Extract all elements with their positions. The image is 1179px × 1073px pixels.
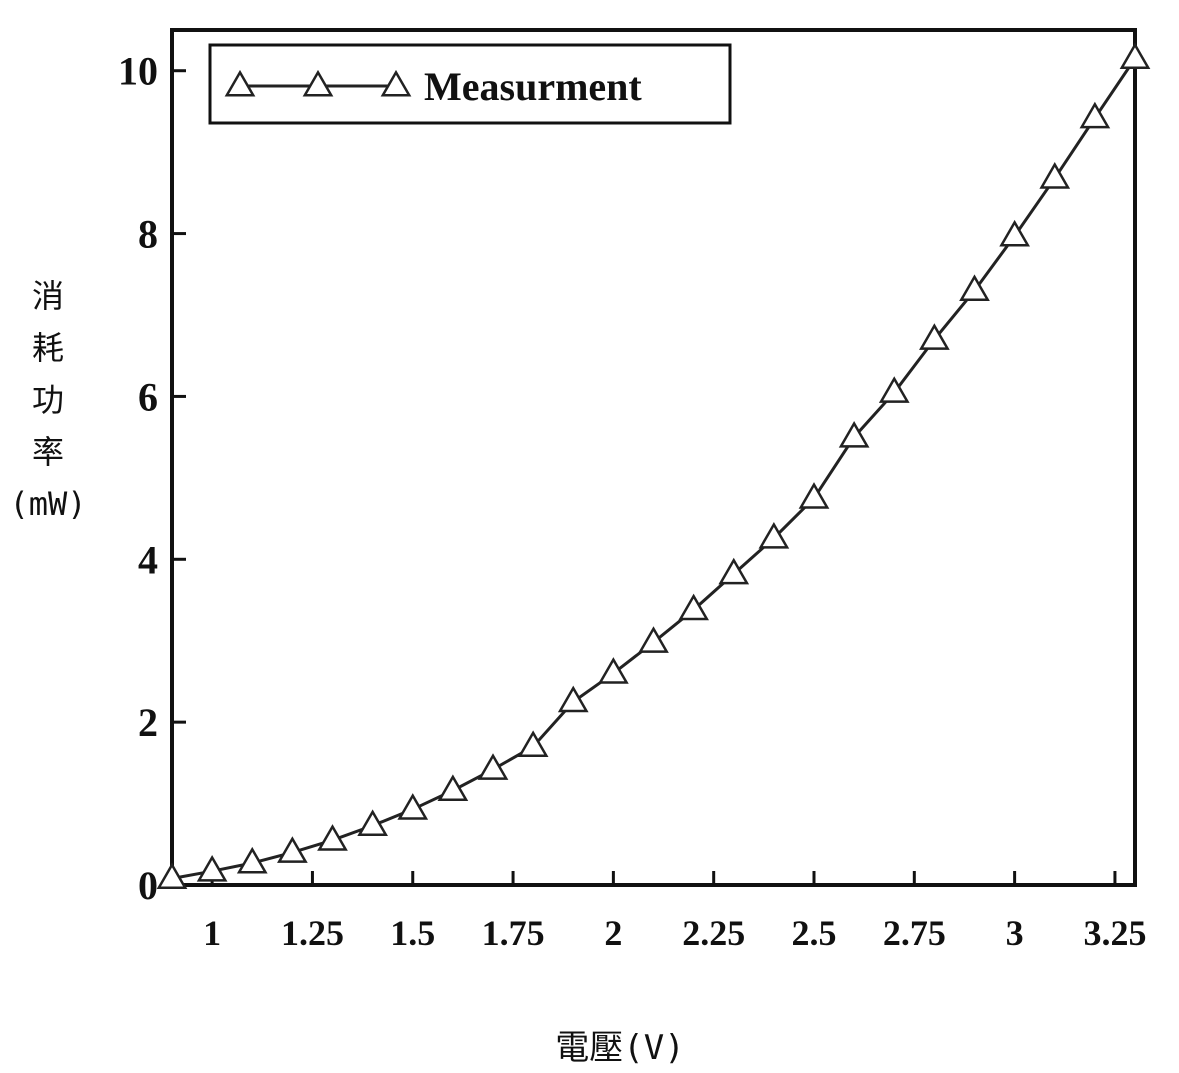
data-point [1079,101,1111,129]
axis-ticks: 0 2 4 6 8 10 1 1.25 1.5 1.75 2 2.25 2.5 2.75 3 3.25 [118,49,1146,953]
data-point [437,774,469,802]
data-point [1039,162,1071,189]
data-point [357,809,388,837]
y-axis-label-part: (mW) [9,485,87,523]
y-axis-label-part: 消 [31,277,64,315]
data-point [397,793,429,820]
x-tick-label: 2.75 [883,913,946,953]
y-tick-label: 2 [138,700,158,745]
y-axis-label-part: 耗 [31,329,64,367]
series-line [171,57,1137,880]
data-point [156,862,188,889]
data-point [196,855,228,882]
legend: Measurment [208,43,732,125]
x-tick-label: 3.25 [1083,913,1146,953]
legend-marker [380,69,412,97]
y-tick-label: 8 [138,212,158,257]
data-point [236,846,268,874]
data-point [277,836,308,863]
data-point [598,657,629,684]
plot-border [170,28,1137,887]
plot-frame [170,28,1137,887]
data-point [798,482,830,509]
data-point [517,730,549,758]
y-tick-label: 10 [118,49,158,94]
legend-marker [302,69,334,97]
data-point [317,824,348,851]
x-tick-label: 2 [604,913,622,953]
data-point [878,376,910,403]
legend-box [208,43,732,125]
data-point [638,626,669,653]
data-point [718,557,750,585]
legend-marker [224,69,256,97]
y-axis-label-part: 率 [31,433,64,471]
data-point [678,593,709,621]
data-point [477,753,509,780]
series-measurment [156,42,1151,889]
y-tick-label: 4 [138,537,158,582]
x-tick-label: 1.25 [281,913,344,953]
x-axis-label: 電壓(V) [555,1028,685,1068]
x-tick-label: 2.25 [682,913,745,953]
data-point [999,219,1030,247]
x-tick-label: 3 [1006,913,1024,953]
y-axis-label-part: 功 [31,381,64,419]
data-point [758,521,790,549]
y-axis-label: 消耗功率 (mW) [4,270,92,530]
x-tick-label: 1.75 [482,913,545,953]
x-tick-label: 2.5 [792,913,837,953]
data-point [838,421,870,448]
y-tick-label: 6 [138,374,158,419]
x-tick-label: 1.5 [390,913,435,953]
data-point [557,685,589,713]
legend-label: Measurment [424,64,642,109]
data-point [959,274,990,302]
data-point [919,323,950,350]
x-tick-label: 1 [203,913,221,953]
y-tick-label: 0 [138,863,158,908]
data-point [1119,42,1151,69]
